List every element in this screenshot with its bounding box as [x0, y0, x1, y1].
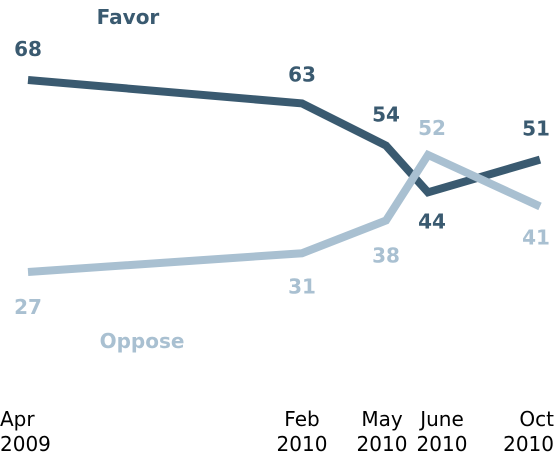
x-tick-label-year-3: 2010 [417, 432, 468, 455]
x-tick-label-month-2: May [361, 407, 403, 431]
x-tick-label-year-0: 2009 [0, 432, 51, 455]
x-tick-label-month-1: Feb [284, 407, 319, 431]
data-label-oppose-1: 31 [288, 274, 316, 298]
series-lines [27, 76, 542, 276]
data-label-favor-2: 54 [372, 103, 400, 127]
data-label-favor-3: 44 [418, 209, 446, 233]
x-tick-label-month-0: Apr [0, 407, 35, 431]
x-tick-label-year-2: 2010 [357, 432, 408, 455]
data-label-oppose-0: 27 [14, 295, 42, 319]
data-label-oppose-2: 38 [372, 243, 400, 267]
series-line-oppose [27, 149, 542, 276]
data-label-oppose-3: 52 [418, 116, 446, 140]
series-name-favor: Favor [97, 5, 160, 29]
x-tick-label-year-1: 2010 [277, 432, 328, 455]
x-tick-label-month-3: June [418, 407, 464, 431]
series-line-favor [27, 76, 542, 197]
data-label-favor-1: 63 [288, 62, 316, 86]
data-labels: 68 63 54 44 51 27 31 38 52 41 [14, 37, 550, 319]
x-tick-label-month-4: Oct [519, 407, 554, 431]
series-name-labels: Favor Oppose [97, 5, 185, 353]
x-tick-label-year-4: 2010 [503, 432, 554, 455]
data-label-favor-4: 51 [522, 117, 550, 141]
series-name-oppose: Oppose [100, 329, 185, 353]
data-label-oppose-4: 41 [522, 225, 550, 249]
data-label-favor-0: 68 [14, 37, 42, 61]
